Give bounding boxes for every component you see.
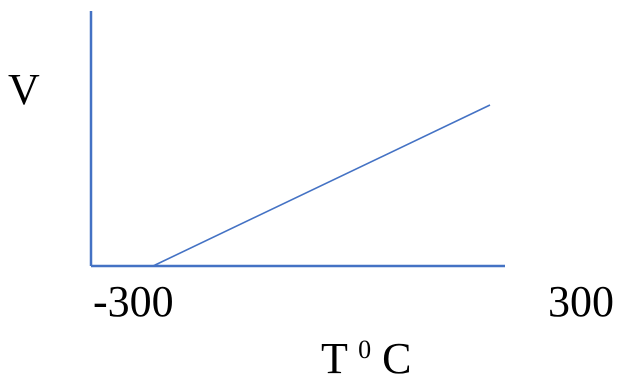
x-axis-label-superscript: 0 bbox=[358, 335, 371, 364]
x-axis-label-main: T bbox=[321, 334, 348, 382]
x-tick-label-min: -300 bbox=[93, 277, 174, 326]
x-axis-label: T 0 C bbox=[321, 319, 411, 382]
y-axis-label: V bbox=[8, 65, 40, 114]
series-line bbox=[152, 104, 491, 267]
plot-area bbox=[89, 11, 505, 268]
x-axis-label-suffix: C bbox=[382, 334, 411, 382]
x-tick-label-max: 300 bbox=[548, 277, 614, 326]
